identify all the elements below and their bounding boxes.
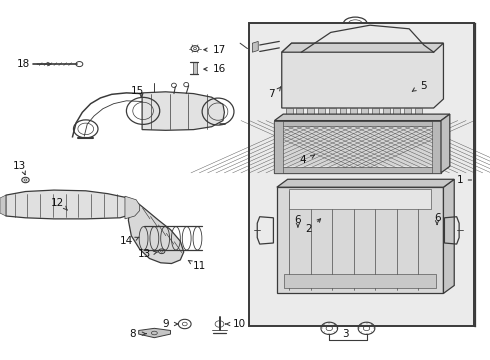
Text: 4: 4 — [299, 155, 306, 165]
Polygon shape — [350, 108, 357, 116]
Bar — [274, 121, 441, 126]
Text: 8: 8 — [129, 329, 136, 339]
Polygon shape — [415, 108, 422, 116]
Polygon shape — [443, 179, 454, 293]
Text: 6: 6 — [434, 213, 441, 223]
Text: 16: 16 — [213, 64, 226, 74]
Polygon shape — [393, 108, 400, 116]
Polygon shape — [383, 108, 390, 116]
Text: 11: 11 — [193, 261, 207, 271]
Polygon shape — [307, 108, 314, 116]
Text: 7: 7 — [268, 89, 275, 99]
Polygon shape — [286, 108, 293, 116]
Bar — [284, 274, 436, 288]
Text: 14: 14 — [120, 236, 133, 246]
Polygon shape — [441, 114, 450, 173]
Polygon shape — [282, 43, 443, 108]
Text: 13: 13 — [138, 249, 151, 259]
Bar — [289, 189, 431, 209]
Text: 17: 17 — [213, 45, 226, 55]
Polygon shape — [139, 328, 171, 338]
Bar — [193, 62, 197, 74]
Polygon shape — [0, 195, 6, 216]
Polygon shape — [125, 196, 140, 219]
Polygon shape — [361, 108, 368, 116]
Polygon shape — [404, 108, 411, 116]
Polygon shape — [128, 202, 184, 264]
Text: 10: 10 — [233, 319, 245, 329]
Text: 13: 13 — [13, 161, 26, 171]
Polygon shape — [372, 108, 379, 116]
Bar — [249, 23, 474, 326]
Polygon shape — [340, 108, 346, 116]
Polygon shape — [274, 121, 441, 173]
Polygon shape — [277, 187, 443, 293]
Text: 12: 12 — [50, 198, 64, 208]
Bar — [432, 121, 441, 173]
Text: 9: 9 — [162, 319, 169, 329]
Polygon shape — [277, 179, 454, 187]
Text: 6: 6 — [294, 215, 301, 225]
Text: 15: 15 — [130, 86, 144, 96]
Text: 5: 5 — [420, 81, 427, 91]
Bar — [274, 121, 283, 173]
Polygon shape — [252, 41, 258, 52]
Text: 18: 18 — [17, 59, 30, 69]
Polygon shape — [282, 43, 443, 52]
Text: 2: 2 — [305, 224, 312, 234]
Polygon shape — [6, 190, 132, 219]
Polygon shape — [296, 108, 303, 116]
Polygon shape — [274, 114, 450, 121]
Polygon shape — [318, 108, 325, 116]
Text: 3: 3 — [342, 329, 349, 339]
Text: 1: 1 — [457, 175, 464, 185]
Bar — [274, 167, 441, 173]
Polygon shape — [142, 92, 224, 130]
Polygon shape — [329, 108, 336, 116]
Bar — [283, 127, 432, 166]
